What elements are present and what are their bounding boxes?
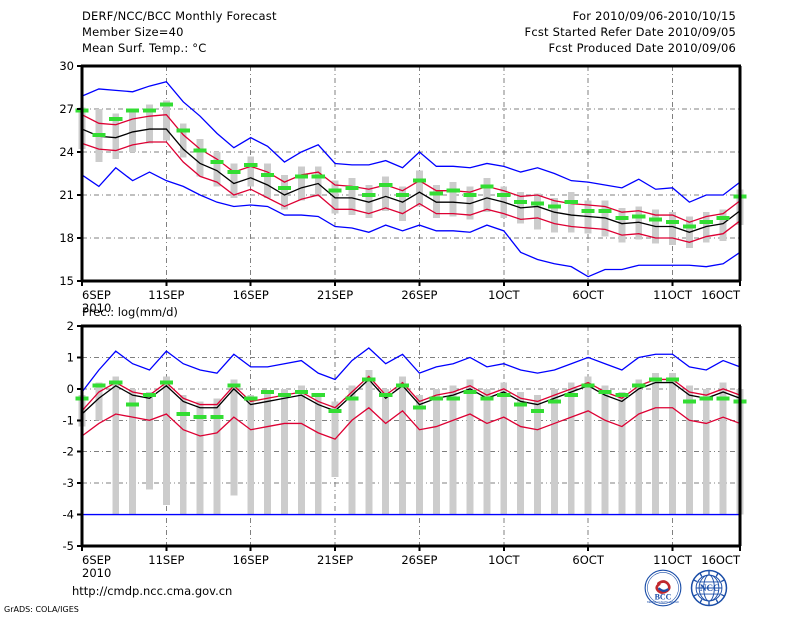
svg-text:-2: -2	[63, 445, 74, 459]
grads-credit: GrADS: COLA/IGES	[4, 605, 79, 614]
svg-text:-5: -5	[63, 539, 74, 553]
temperature-units-label: Mean Surf. Temp.: °C	[82, 41, 207, 55]
svg-text:-3: -3	[63, 476, 74, 490]
svg-text:21: 21	[59, 188, 74, 202]
svg-text:26SEP: 26SEP	[401, 288, 437, 302]
svg-text:18: 18	[59, 231, 74, 245]
svg-text:21SEP: 21SEP	[317, 553, 353, 567]
svg-text:24: 24	[59, 145, 74, 159]
svg-text:0: 0	[67, 382, 74, 396]
svg-text:6SEP: 6SEP	[82, 553, 111, 567]
svg-text:11SEP: 11SEP	[148, 288, 184, 302]
svg-text:16OCT: 16OCT	[701, 288, 741, 302]
website-url[interactable]: http://cmdp.ncc.cma.gov.cn	[72, 584, 233, 598]
svg-text:6SEP: 6SEP	[82, 288, 111, 302]
forecast-period-label: For 2010/09/06-2010/10/15	[572, 9, 736, 23]
svg-text:6OCT: 6OCT	[572, 553, 604, 567]
forecast-started-label: Fcst Started Refer Date 2010/09/05	[524, 25, 736, 39]
svg-text:2010: 2010	[82, 566, 111, 580]
svg-text:26SEP: 26SEP	[401, 553, 437, 567]
svg-text:2: 2	[67, 319, 74, 333]
member-size-label: Member Size=40	[82, 25, 184, 39]
svg-text:11OCT: 11OCT	[653, 553, 693, 567]
svg-text:2010: 2010	[82, 301, 111, 315]
svg-text:11SEP: 11SEP	[148, 553, 184, 567]
svg-text:1OCT: 1OCT	[488, 288, 520, 302]
svg-text:BCC: BCC	[655, 592, 672, 601]
bcc-logo-icon: BCC BEIJING CLIMATE CENTER	[644, 569, 682, 607]
svg-text:16SEP: 16SEP	[233, 288, 269, 302]
svg-text:11OCT: 11OCT	[653, 288, 693, 302]
svg-text:30: 30	[59, 59, 74, 73]
svg-text:15: 15	[59, 274, 74, 288]
svg-text:16SEP: 16SEP	[233, 553, 269, 567]
chart-title: DERF/NCC/BCC Monthly Forecast	[82, 9, 277, 23]
precipitation-units-label: Prec.: log(mm/d)	[82, 305, 178, 319]
svg-text:16OCT: 16OCT	[701, 553, 741, 567]
svg-text:-4: -4	[63, 508, 74, 522]
svg-text:BEIJING CLIMATE CENTER: BEIJING CLIMATE CENTER	[647, 601, 679, 604]
svg-text:NCC: NCC	[700, 583, 720, 593]
temperature-plot: 15 18 21 24 27 30 6SEP 11SEP 16SEP 21SEP 26SEP 1OCT…	[59, 59, 747, 315]
svg-text:21SEP: 21SEP	[317, 288, 353, 302]
svg-text:1OCT: 1OCT	[488, 553, 520, 567]
svg-text:27: 27	[59, 102, 74, 116]
forecast-produced-label: Fcst Produced Date 2010/09/06	[548, 41, 736, 55]
ncc-logo-icon: NCC	[690, 569, 728, 607]
svg-text:1: 1	[67, 350, 74, 364]
svg-text:-1: -1	[63, 413, 74, 427]
svg-text:6OCT: 6OCT	[572, 288, 604, 302]
